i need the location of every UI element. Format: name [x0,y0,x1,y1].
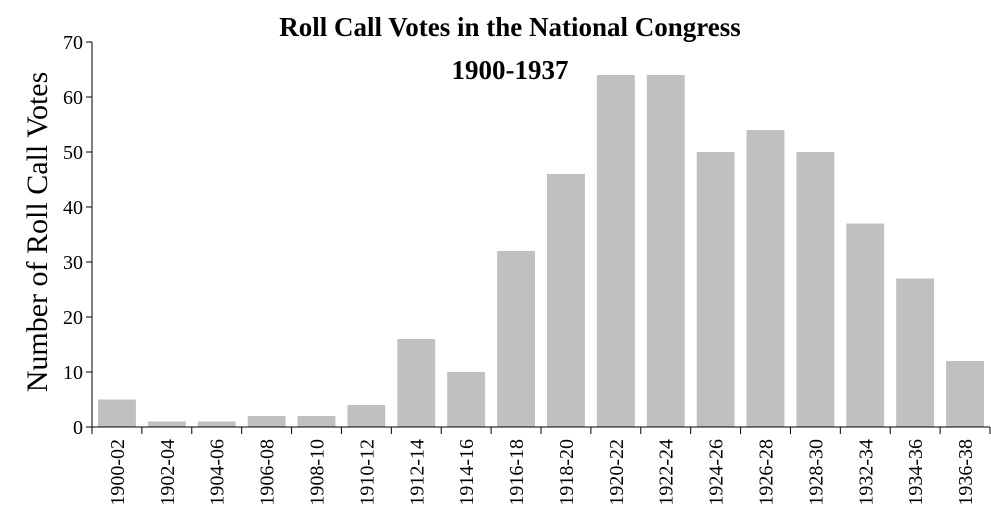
bar [197,421,236,427]
x-tick-label: 1932-34 [855,439,877,506]
plot-area: 0 10 20 30 40 50 60 70 1900-02 1902-04 1904-06 1906… [63,32,991,506]
bar [347,405,386,427]
bar [746,130,785,427]
x-tick-label: 1904-06 [207,439,229,506]
bar [696,152,735,427]
x-tick-label: 1920-22 [606,439,628,506]
y-tick-label: 50 [63,142,83,164]
bar [896,278,935,427]
chart-title: Roll Call Votes in the National Congress [279,12,741,42]
x-tick-label: 1918-20 [556,439,578,506]
x-tick-label: 1908-10 [307,439,329,506]
bar [547,174,585,427]
y-tick-label: 20 [63,307,83,329]
x-tick-label: 1900-02 [107,439,129,506]
x-tick-label: 1928-30 [805,439,827,506]
x-tick-label: 1914-16 [456,439,478,506]
x-tick-label: 1910-12 [356,439,378,506]
x-tick-label: 1924-26 [706,439,728,506]
x-tick-label: 1912-14 [406,439,428,506]
y-tick-label: 30 [63,252,83,274]
x-tick-label: 1902-04 [157,439,179,506]
x-tick-label: 1926-28 [756,439,778,506]
chart-subtitle: 1900-1937 [452,55,569,85]
bar [796,152,835,427]
bar [946,361,984,427]
bar [397,339,436,427]
y-tick-label: 60 [63,87,83,109]
bar [497,251,535,427]
bar [297,416,336,427]
bar [147,421,186,427]
bar [447,372,486,427]
bar [646,75,685,427]
y-axis-label: Number of Roll Call Votes [21,72,54,393]
y-tick-label: 40 [63,197,83,219]
bar [846,223,885,427]
x-tick-label: 1922-24 [656,439,678,506]
x-tick-label: 1906-08 [257,439,279,506]
y-tick-label: 10 [63,362,83,384]
x-tick-label: 1916-18 [506,439,528,506]
bar [98,399,136,427]
y-tick-label: 70 [63,32,83,54]
y-tick-label: 0 [73,417,83,439]
x-tick-label: 1934-36 [905,439,927,506]
x-tick-label: 1936-38 [955,439,977,506]
bar [596,75,635,427]
bar [247,416,286,427]
ylabel-mask [20,40,65,68]
